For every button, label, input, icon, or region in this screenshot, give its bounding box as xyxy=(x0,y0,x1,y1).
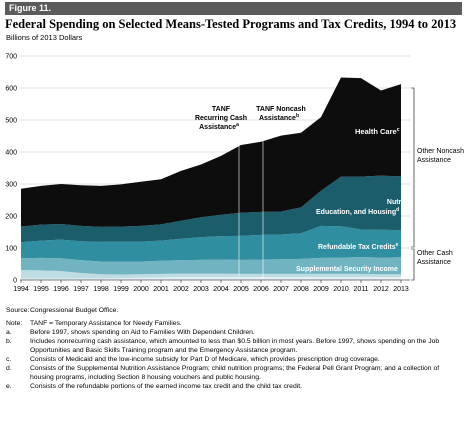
other-cash-label-line2: Assistance xyxy=(417,259,451,266)
annotation-leaders xyxy=(238,124,264,279)
other-noncash-label-line2: Assistance xyxy=(417,157,451,164)
tanf-recurring-label-line1: TANF xyxy=(212,106,231,113)
nutrition-label-line1: Nutrition, xyxy=(387,199,418,206)
area-health-care xyxy=(21,77,401,227)
x-tick-label: 2013 xyxy=(393,286,409,293)
y-tick-label: 400 xyxy=(5,150,17,157)
x-tick-label: 2005 xyxy=(233,286,249,293)
refundable-tax-credits-label: Refundable Tax Creditse xyxy=(318,242,399,251)
note-source: Source: Congressional Budget Office. xyxy=(6,307,119,314)
x-tick-label: 2002 xyxy=(173,286,189,293)
area-series xyxy=(21,77,401,280)
note-b: b. Includes nonrecurring cash assistance,… xyxy=(6,338,440,354)
x-tick-label: 2004 xyxy=(213,286,229,293)
tanf-recurring-label-line3: Assistancea xyxy=(199,122,239,131)
tanf-noncash-label-line1: TANF Noncash xyxy=(256,106,306,113)
x-tick-label: 2000 xyxy=(133,286,149,293)
x-tick-label: 2001 xyxy=(153,286,169,293)
note-c: c. Consists of Medicaid and the low-incom… xyxy=(6,356,380,363)
figure-label: Figure 11. xyxy=(5,2,462,15)
x-tick-label: 2003 xyxy=(193,286,209,293)
note-e: e. Consists of the refundable portions of… xyxy=(6,383,303,390)
tanf-noncash-label-line2: Assistanceb xyxy=(259,113,299,122)
other-noncash-bracket xyxy=(411,87,415,248)
note-general: Note: TANF = Temporary Assistance for Nee… xyxy=(6,320,182,327)
x-tick-label: 2010 xyxy=(333,286,349,293)
x-tick-label: 2009 xyxy=(313,286,329,293)
note-a: a. Before 1997, shows spending on Aid to … xyxy=(6,329,255,336)
ssi-label: Supplemental Security Income xyxy=(296,266,398,273)
x-tick-labels: 1994 1995 1996 1997 1998 1999 2000 2001 2002 2003… xyxy=(13,280,409,293)
y-tick-labels: 0 100 200 300 400 500 600 700 xyxy=(5,54,17,285)
x-tick-label: 2008 xyxy=(293,286,309,293)
note-d: d. Consists of the Supplemental Nutrition… xyxy=(6,365,440,381)
x-tick-label: 2011 xyxy=(353,286,368,293)
x-tick-label: 2006 xyxy=(253,286,269,293)
tanf-recurring-label-line2: Recurring Cash xyxy=(195,115,247,122)
other-noncash-label-line1: Other Noncash xyxy=(417,148,464,155)
y-tick-label: 600 xyxy=(5,86,17,93)
x-tick-label: 2007 xyxy=(273,286,289,293)
nutrition-label-line2: Education, and Housingd xyxy=(316,207,399,216)
y-axis-unit-label: Billions of 2013 Dollars xyxy=(6,33,83,42)
chart-notes: Source: Congressional Budget Office. Note… xyxy=(6,306,461,391)
area-nutrition-education-and-housing xyxy=(21,175,401,243)
x-tick-label: 1995 xyxy=(33,286,49,293)
y-tick-label: 100 xyxy=(5,246,17,253)
x-tick-label: 1999 xyxy=(113,286,129,293)
y-tick-label: 0 xyxy=(13,278,17,285)
area-refundable-tax-credits xyxy=(21,225,401,262)
other-cash-label-line1: Other Cash xyxy=(417,250,453,257)
area-tanf-noncash-assistance xyxy=(21,277,401,280)
area-tanf-recurring-cash-assistance xyxy=(21,270,401,279)
x-tick-label: 1994 xyxy=(13,286,29,293)
x-tick-label: 1997 xyxy=(73,286,89,293)
x-tick-label: 1998 xyxy=(93,286,109,293)
y-tick-label: 200 xyxy=(5,214,17,221)
chart-title: Federal Spending on Selected Means-Teste… xyxy=(5,17,457,31)
other-cash-bracket xyxy=(411,248,415,281)
health-care-label: Health Carec xyxy=(355,127,400,136)
x-tick-label: 2012 xyxy=(373,286,389,293)
y-tick-label: 700 xyxy=(5,54,17,61)
y-tick-label: 500 xyxy=(5,118,17,125)
area-supplemental-security-income xyxy=(21,256,401,275)
x-tick-label: 1996 xyxy=(53,286,69,293)
y-tick-label: 300 xyxy=(5,182,17,189)
